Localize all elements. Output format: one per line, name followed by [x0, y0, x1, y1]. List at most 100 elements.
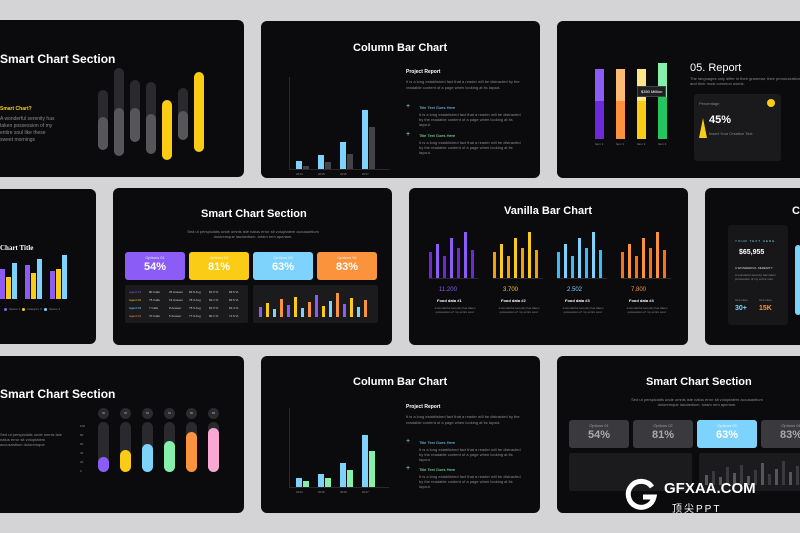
- vanilla-label: Food data #2: [501, 298, 526, 303]
- value-badge: 80: [186, 408, 197, 419]
- chart-title: Chart Title: [0, 244, 34, 252]
- y-tick: 40: [80, 451, 84, 455]
- slide-smart-chart-3[interactable]: Smart Chart Section Sed ut perspiciatis …: [0, 356, 244, 513]
- mini-bar-chart: [699, 453, 800, 491]
- table-cell: 81.4 %: [229, 306, 239, 310]
- column-bar: [362, 109, 368, 169]
- option-value: 83%: [779, 429, 800, 441]
- mini-bar: [280, 299, 283, 317]
- slide-title: Column Bar Chart: [353, 376, 448, 388]
- chart-pill: [162, 100, 172, 160]
- table-cell: Agent 03: [129, 306, 142, 310]
- option-label: Options 01: [145, 255, 165, 260]
- vanilla-bar: [578, 238, 581, 278]
- vanilla-bar: [663, 250, 666, 278]
- column-bar: [318, 155, 324, 169]
- slide-title: 05. Report: [690, 62, 742, 74]
- grouped-bar: [12, 263, 17, 299]
- vanilla-bar: [656, 232, 659, 278]
- table-cell: 25 Answer: [169, 290, 184, 294]
- watermark: GFXAA.COM 顶尖PPT: [624, 471, 784, 519]
- value-badge: 62: [164, 408, 175, 419]
- mini-bar: [796, 466, 799, 485]
- side-body: It is a long established fact that a rea…: [406, 414, 520, 425]
- slide-subtitle: Smart Chart?: [0, 106, 32, 112]
- stacked-bar-bottom: [658, 97, 667, 139]
- stacked-bar-bottom: [637, 100, 646, 139]
- year-label: 2014: [296, 172, 303, 176]
- vanilla-bar: [592, 232, 595, 278]
- option-card: Options 02 81%: [633, 420, 693, 448]
- grouped-bar: [56, 269, 61, 299]
- option-card: Options 03 63%: [253, 252, 313, 280]
- value-badge: 88: [208, 408, 219, 419]
- option-value: 81%: [651, 429, 675, 441]
- mini-bar: [364, 300, 367, 317]
- option-card: Options 04 83%: [317, 252, 377, 280]
- vanilla-bar: [514, 238, 517, 278]
- vanilla-bar: [528, 232, 531, 278]
- slide-smart-chart-2[interactable]: Smart Chart Section Sed ut perspiciatis …: [113, 188, 392, 345]
- mini-bar: [308, 302, 311, 317]
- vanilla-bar: [500, 244, 503, 278]
- option-card: Options 02 81%: [189, 252, 249, 280]
- slide-title: Vanilla Bar Chart: [504, 205, 593, 217]
- slide-body: Sed ut perspiciatis unde omnis iste natu…: [0, 432, 62, 447]
- legend-dot: [44, 308, 47, 311]
- table-cell: 75 Calls: [149, 298, 160, 302]
- box-body: A wonderful serenity has taken possessio…: [735, 273, 776, 281]
- slide-title: Column Bar Chart: [353, 42, 448, 54]
- slide-smart-chart-4[interactable]: Smart Chart Section Sed ut perspiciatis …: [557, 356, 800, 513]
- table-cell: 8 Answer: [169, 306, 182, 310]
- mini-bar: [705, 475, 708, 485]
- vanilla-bar: [493, 252, 496, 278]
- option-card: Options 01 54%: [569, 420, 629, 448]
- amount-box: YOUR TEXT HERE $65,955 A WONDERFUL SEREN…: [728, 225, 788, 325]
- slide-amount[interactable]: C YOUR TEXT HERE $65,955 A WONDERFUL SER…: [705, 188, 800, 345]
- stacked-bar-bottom: [616, 100, 625, 139]
- grouped-bar: [37, 259, 42, 299]
- item1-body: It is a long established fact that a rea…: [419, 447, 521, 462]
- percentage-value: 45%: [709, 114, 732, 126]
- value-badge: 56: [142, 408, 153, 419]
- column-bar: [362, 434, 368, 487]
- table-cell: 81.5 %: [209, 290, 219, 294]
- bar-label: Item 4: [658, 142, 667, 146]
- grouped-bar: [50, 271, 55, 299]
- stacked-bar-top: [616, 69, 625, 101]
- column-bar: [369, 127, 375, 169]
- y-axis: [289, 77, 290, 169]
- slide-report[interactable]: Item 1 Item 2 Item 3 Item 4 $350 Million 05…: [557, 21, 800, 178]
- option-label: Options 03: [717, 423, 737, 428]
- table-cell: 82.5 %: [229, 298, 239, 302]
- item2-title: Title Text Goes Here: [419, 467, 456, 472]
- table-cell: 7 Calls: [149, 306, 159, 310]
- vanilla-bar: [471, 250, 474, 278]
- mini-bar: [768, 474, 771, 485]
- slide-column-bar-1[interactable]: Column Bar Chart 2014 2015 2016 2017 Projec…: [261, 21, 540, 178]
- slide-vanilla-bar[interactable]: Vanilla Bar Chart 11.200 Food data #1 A wo…: [409, 188, 688, 345]
- vanilla-label: Food data #3: [565, 298, 590, 303]
- option-label: Options 04: [781, 423, 800, 428]
- slide-chart-title[interactable]: Chart Title Series 1 Category 3 Series 4: [0, 189, 96, 344]
- mini-bar: [754, 470, 757, 485]
- slide-column-bar-2[interactable]: Column Bar Chart 2014 2015 2016 2017 Projec…: [261, 356, 540, 513]
- chart-pill-fill: [130, 107, 140, 142]
- column-bar: [347, 153, 353, 169]
- g-logo-icon: [625, 478, 658, 510]
- column-bar: [303, 165, 309, 169]
- pill-track: [98, 422, 109, 472]
- side-body: It is a long established fact that a rea…: [406, 79, 520, 90]
- vanilla-bar: [457, 248, 460, 278]
- table-cell: 83.5 %: [229, 290, 239, 294]
- vanilla-body: A wonderful serenity has taken possessio…: [562, 306, 604, 314]
- mini-bar: [761, 463, 764, 485]
- tooltip: $350 Million: [637, 86, 667, 97]
- percentage-box: Percentage 45% Insert Your Creative Text: [694, 94, 781, 161]
- side-heading: Project Report: [406, 404, 441, 410]
- plus-icon: +: [406, 438, 411, 445]
- mini-bar: [287, 305, 290, 317]
- table-cell: Agent 02: [129, 298, 142, 302]
- option-label: Options 01: [589, 423, 609, 428]
- slide-smart-chart-1[interactable]: Smart Chart Section Smart Chart? A wonde…: [0, 20, 244, 177]
